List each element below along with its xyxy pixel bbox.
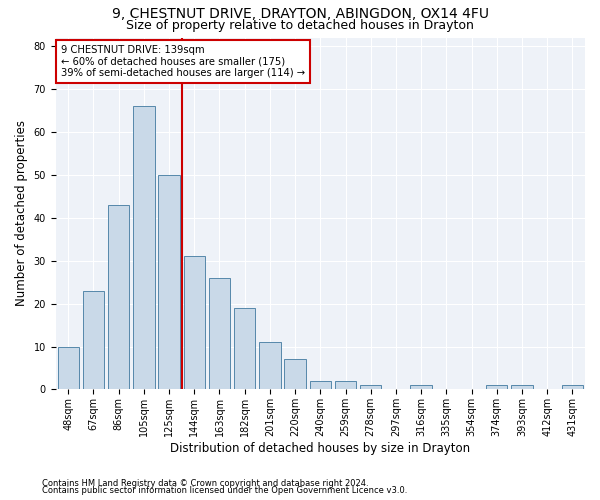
Bar [209, 278, 230, 390]
Text: 9, CHESTNUT DRIVE, DRAYTON, ABINGDON, OX14 4FU: 9, CHESTNUT DRIVE, DRAYTON, ABINGDON, OX… [112, 8, 488, 22]
Text: Size of property relative to detached houses in Drayton: Size of property relative to detached ho… [126, 18, 474, 32]
Bar [133, 106, 155, 390]
Bar [310, 381, 331, 390]
Text: Contains HM Land Registry data © Crown copyright and database right 2024.: Contains HM Land Registry data © Crown c… [42, 478, 368, 488]
Bar [562, 385, 583, 390]
Bar [83, 290, 104, 390]
Bar [184, 256, 205, 390]
X-axis label: Distribution of detached houses by size in Drayton: Distribution of detached houses by size … [170, 442, 470, 455]
Y-axis label: Number of detached properties: Number of detached properties [15, 120, 28, 306]
Bar [108, 205, 130, 390]
Bar [234, 308, 256, 390]
Bar [284, 360, 306, 390]
Bar [486, 385, 508, 390]
Text: Contains public sector information licensed under the Open Government Licence v3: Contains public sector information licen… [42, 486, 407, 495]
Bar [335, 381, 356, 390]
Bar [259, 342, 281, 390]
Bar [410, 385, 432, 390]
Bar [158, 175, 180, 390]
Bar [58, 346, 79, 390]
Bar [360, 385, 382, 390]
Bar [511, 385, 533, 390]
Text: 9 CHESTNUT DRIVE: 139sqm
← 60% of detached houses are smaller (175)
39% of semi-: 9 CHESTNUT DRIVE: 139sqm ← 60% of detach… [61, 44, 305, 78]
